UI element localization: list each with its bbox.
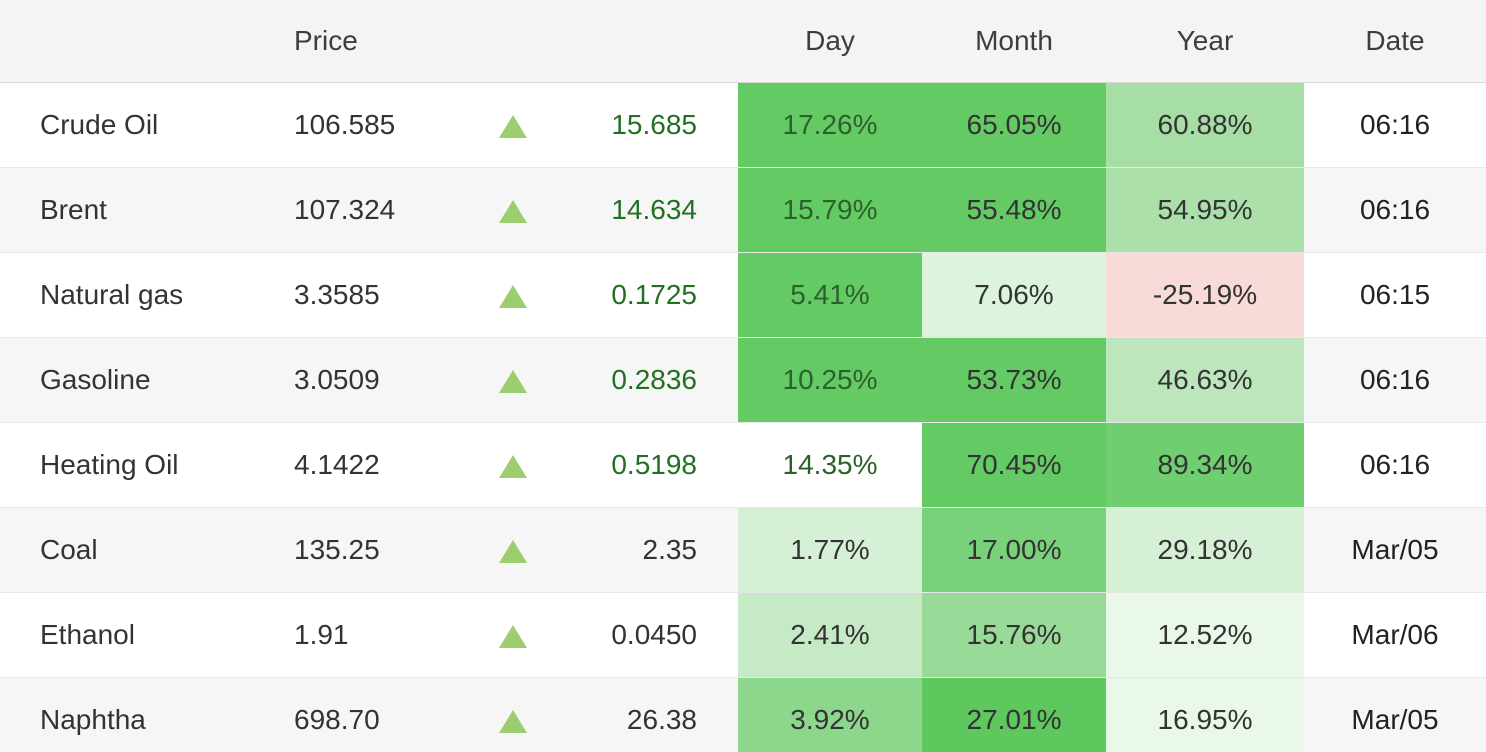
change-value: 2.35 [543,507,738,593]
up-triangle-icon [499,625,527,649]
col-header-arrow [483,0,543,83]
up-triangle-icon [499,455,527,479]
commodity-name: Brent [0,167,293,253]
day-change-cell: 5.41% [738,252,922,338]
price-value: 698.70 [293,677,483,752]
arrow-cell [483,422,543,508]
price-value: 3.3585 [293,252,483,338]
up-triangle-icon [499,710,527,734]
col-header-name [0,0,293,83]
quote-date: 06:16 [1304,422,1486,508]
change-value: 0.1725 [543,252,738,338]
price-value: 106.585 [293,82,483,168]
day-change-cell: 14.35% [738,422,922,508]
year-change-cell: 60.88% [1106,82,1304,168]
change-value: 26.38 [543,677,738,752]
table-row[interactable]: Ethanol 1.91 0.0450 2.41% 15.76% 12.52% Mar/06 [0,592,1486,678]
quote-date: Mar/06 [1304,592,1486,678]
col-header-month: Month [922,0,1106,83]
col-header-day: Day [738,0,922,83]
arrow-cell [483,82,543,168]
month-change-cell: 17.00% [922,507,1106,593]
day-change-cell: 10.25% [738,337,922,423]
arrow-cell [483,167,543,253]
up-triangle-icon [499,200,527,224]
quote-date: Mar/05 [1304,677,1486,752]
up-triangle-icon [499,285,527,309]
commodity-name: Coal [0,507,293,593]
month-change-cell: 65.05% [922,82,1106,168]
table-row[interactable]: Brent 107.324 14.634 15.79% 55.48% 54.95% 06:1… [0,167,1486,253]
commodity-name: Naphtha [0,677,293,752]
table-row[interactable]: Crude Oil 106.585 15.685 17.26% 65.05% 60.88%… [0,82,1486,168]
year-change-cell: 16.95% [1106,677,1304,752]
col-header-change [543,0,738,83]
commodities-table-body: Crude Oil 106.585 15.685 17.26% 65.05% 60.88%… [0,82,1486,752]
day-change-cell: 15.79% [738,167,922,253]
price-value: 4.1422 [293,422,483,508]
price-value: 1.91 [293,592,483,678]
day-change-cell: 17.26% [738,82,922,168]
arrow-cell [483,337,543,423]
change-value: 14.634 [543,167,738,253]
arrow-cell [483,252,543,338]
commodity-name: Ethanol [0,592,293,678]
month-change-cell: 7.06% [922,252,1106,338]
change-value: 0.2836 [543,337,738,423]
price-value: 3.0509 [293,337,483,423]
quote-date: Mar/05 [1304,507,1486,593]
year-change-cell: 54.95% [1106,167,1304,253]
commodity-name: Heating Oil [0,422,293,508]
table-row[interactable]: Naphtha 698.70 26.38 3.92% 27.01% 16.95% Mar/0… [0,677,1486,752]
change-value: 15.685 [543,82,738,168]
up-triangle-icon [499,540,527,564]
col-header-date: Date [1304,0,1486,83]
table-row[interactable]: Gasoline 3.0509 0.2836 10.25% 53.73% 46.63% 06… [0,337,1486,423]
quote-date: 06:16 [1304,167,1486,253]
month-change-cell: 27.01% [922,677,1106,752]
arrow-cell [483,507,543,593]
month-change-cell: 70.45% [922,422,1106,508]
year-change-cell: -25.19% [1106,252,1304,338]
year-change-cell: 46.63% [1106,337,1304,423]
table-row[interactable]: Heating Oil 4.1422 0.5198 14.35% 70.45% 89.34… [0,422,1486,508]
month-change-cell: 53.73% [922,337,1106,423]
table-row[interactable]: Coal 135.25 2.35 1.77% 17.00% 29.18% Mar/05 [0,507,1486,593]
month-change-cell: 15.76% [922,592,1106,678]
commodity-name: Natural gas [0,252,293,338]
price-value: 107.324 [293,167,483,253]
quote-date: 06:16 [1304,337,1486,423]
month-change-cell: 55.48% [922,167,1106,253]
col-header-price: Price [293,0,483,83]
day-change-cell: 3.92% [738,677,922,752]
table-row[interactable]: Natural gas 3.3585 0.1725 5.41% 7.06% -25.19%… [0,252,1486,338]
col-header-year: Year [1106,0,1304,83]
quote-date: 06:16 [1304,82,1486,168]
commodity-name: Crude Oil [0,82,293,168]
quote-date: 06:15 [1304,252,1486,338]
day-change-cell: 2.41% [738,592,922,678]
price-value: 135.25 [293,507,483,593]
day-change-cell: 1.77% [738,507,922,593]
up-triangle-icon [499,370,527,394]
commodity-name: Gasoline [0,337,293,423]
change-value: 0.5198 [543,422,738,508]
arrow-cell [483,677,543,752]
year-change-cell: 12.52% [1106,592,1304,678]
year-change-cell: 29.18% [1106,507,1304,593]
up-triangle-icon [499,115,527,139]
arrow-cell [483,592,543,678]
change-value: 0.0450 [543,592,738,678]
table-header-row: Price Day Month Year Date [0,0,1486,83]
year-change-cell: 89.34% [1106,422,1304,508]
